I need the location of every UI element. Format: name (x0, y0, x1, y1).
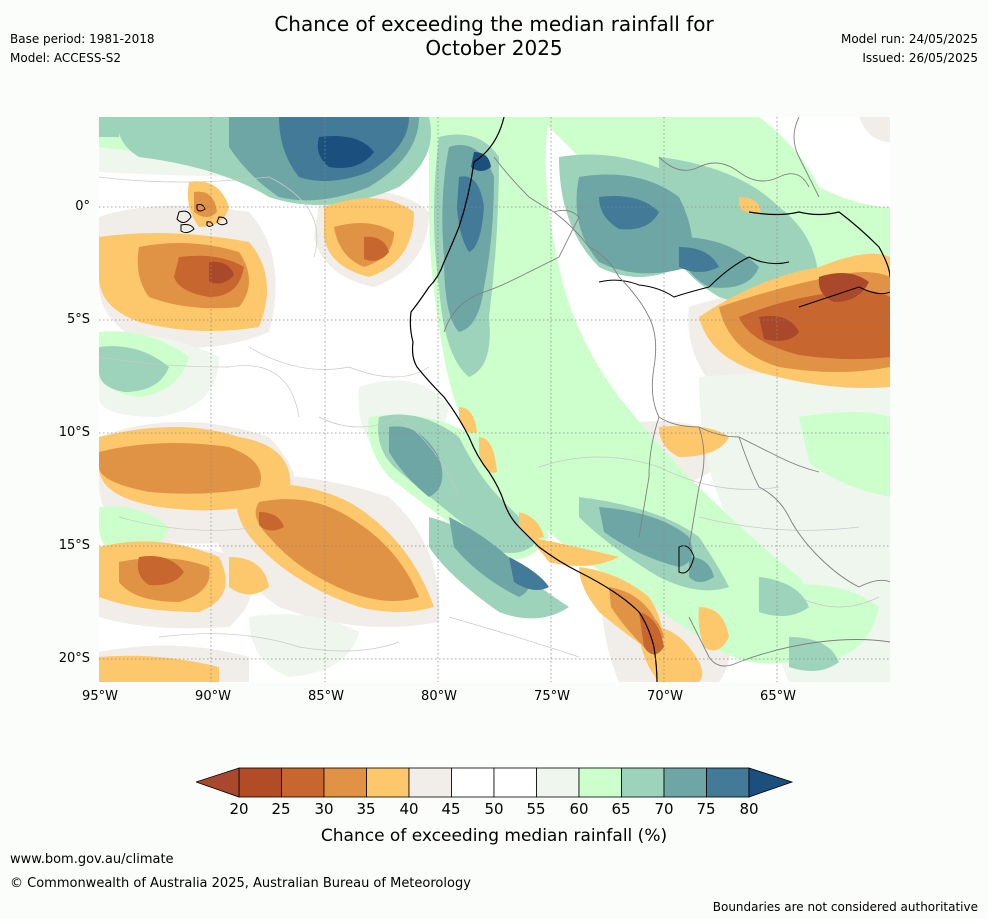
legend-tick-50: 50 (484, 800, 504, 818)
rainfall-map (99, 117, 890, 682)
colorbar-arrow-low (194, 767, 240, 798)
galapagos-islands (176, 204, 228, 234)
amazon-coast (598, 256, 790, 298)
map-canvas (99, 117, 890, 682)
title-line-1: Chance of exceeding the median rainfall … (274, 12, 714, 36)
legend-tick-60: 60 (569, 800, 589, 818)
colorbar-cell (493, 767, 537, 798)
lon-label-95w: 95°W (82, 689, 118, 704)
colorbar-cells (238, 767, 750, 798)
colorbar-cell (366, 767, 410, 798)
model-run: Model run: 24/05/2025 (840, 32, 978, 46)
boundary-disclaimer: Boundaries are not considered authoritat… (712, 900, 978, 914)
base-period: Base period: 1981-2018 (10, 32, 155, 46)
lat-label-0: 0° (75, 199, 90, 214)
copyright-text: © Commonwealth of Australia 2025, Austra… (10, 876, 471, 891)
lon-label-70w: 70°W (647, 689, 683, 704)
color-legend (194, 767, 796, 803)
legend-tick-55: 55 (526, 800, 546, 818)
lat-label-20s: 20°S (58, 651, 90, 666)
legend-tick-20: 20 (229, 800, 249, 818)
colorbar-cell (621, 767, 665, 798)
lon-label-90w: 90°W (195, 689, 231, 704)
colorbar-cell (451, 767, 495, 798)
colorbar-cell (536, 767, 580, 798)
lon-label-65w: 65°W (760, 689, 796, 704)
legend-tick-80: 80 (739, 800, 759, 818)
colorbar-cell (323, 767, 367, 798)
meta-left: Base period: 1981-2018 Model: ACCESS-S2 (10, 30, 155, 68)
meta-right: Model run: 24/05/2025 Issued: 26/05/2025 (841, 30, 978, 68)
legend-tick-70: 70 (654, 800, 674, 818)
colorbar-cell (706, 767, 750, 798)
legend-tick-40: 40 (399, 800, 419, 818)
colorbar-cell (578, 767, 622, 798)
legend-tick-30: 30 (314, 800, 334, 818)
coastline-east-caribbean (748, 211, 890, 278)
model-name: Model: ACCESS-S2 (10, 51, 122, 65)
colorbar-cell (663, 767, 707, 798)
zone-above-80 (317, 136, 491, 171)
legend-tick-45: 45 (441, 800, 461, 818)
lat-label-5s: 5°S (66, 312, 90, 327)
zone-below-25 (209, 261, 869, 341)
coastline (409, 117, 658, 682)
coast-northeast (798, 286, 890, 308)
title-line-2: October 2025 (425, 36, 563, 60)
contours (99, 176, 880, 658)
lake-titicaca (678, 545, 695, 574)
issued-date: Issued: 26/05/2025 (862, 51, 978, 65)
legend-tick-35: 35 (356, 800, 376, 818)
lat-label-10s: 10°S (58, 425, 90, 440)
legend-tick-25: 25 (271, 800, 291, 818)
website-link[interactable]: www.bom.gov.au/climate (10, 852, 174, 867)
legend-title: Chance of exceeding median rainfall (%) (320, 826, 668, 846)
lon-label-85w: 85°W (308, 689, 344, 704)
colorbar-cell (408, 767, 452, 798)
map-title: Chance of exceeding the median rainfall … (0, 12, 988, 60)
country-boundaries (443, 117, 890, 667)
lon-label-80w: 80°W (421, 689, 457, 704)
lat-label-15s: 15°S (58, 538, 90, 553)
lon-label-75w: 75°W (534, 689, 570, 704)
legend-tick-75: 75 (696, 800, 716, 818)
colorbar-cell (238, 767, 282, 798)
colorbar-arrow-high (748, 767, 794, 798)
colorbar (194, 767, 794, 798)
legend-tick-65: 65 (611, 800, 631, 818)
colorbar-cell (281, 767, 325, 798)
